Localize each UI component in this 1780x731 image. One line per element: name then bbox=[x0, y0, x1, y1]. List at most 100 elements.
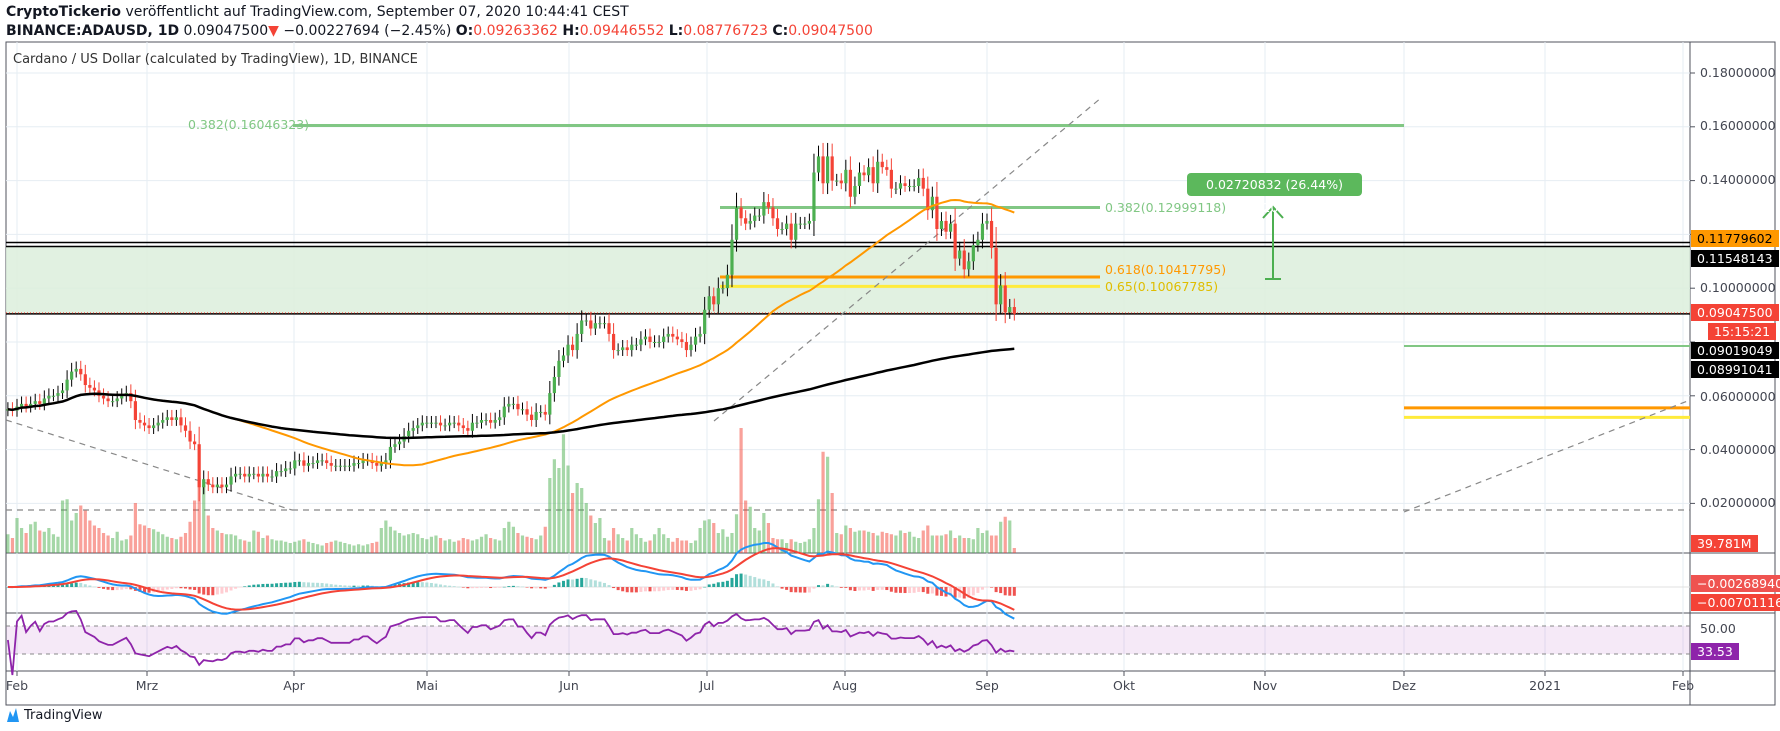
volume-bar bbox=[971, 539, 975, 553]
volume-bar bbox=[220, 533, 224, 553]
candle-body bbox=[165, 417, 169, 421]
volume-bar bbox=[343, 543, 347, 553]
fib-label-65: 0.65(0.10067785) bbox=[1105, 279, 1219, 294]
volume-bar bbox=[976, 528, 980, 553]
time-tick: Apr bbox=[283, 678, 305, 693]
candle-body bbox=[315, 460, 320, 464]
macd-histogram-bar bbox=[138, 587, 142, 592]
low-label: L: bbox=[668, 23, 684, 39]
rsi-band bbox=[6, 626, 1690, 654]
macd-histogram-bar bbox=[520, 586, 524, 588]
volume-bar bbox=[252, 530, 256, 553]
macd-histogram-bar bbox=[571, 579, 575, 587]
macd-histogram-bar bbox=[165, 587, 169, 590]
macd-histogram-bar bbox=[821, 585, 825, 587]
macd-histogram-bar bbox=[689, 587, 693, 591]
candle-body bbox=[634, 344, 638, 346]
volume-bar bbox=[589, 515, 593, 553]
measure-tooltip[interactable]: 0.02720832 (26.44%) 2720832 bbox=[1187, 173, 1362, 215]
candle-body bbox=[170, 417, 174, 421]
candle-body bbox=[976, 239, 980, 246]
macd-histogram-bar bbox=[516, 586, 520, 587]
volume-bar bbox=[484, 534, 488, 553]
volume-bar bbox=[798, 543, 802, 553]
macd-histogram-bar bbox=[61, 584, 65, 587]
volume-bar bbox=[106, 535, 110, 553]
macd-histogram-bar bbox=[420, 582, 424, 587]
candle-body bbox=[220, 484, 224, 488]
candle-body bbox=[256, 473, 260, 477]
open-value: 0.09263362 bbox=[473, 23, 558, 39]
volume-bar bbox=[634, 534, 638, 553]
volume-bar bbox=[871, 533, 875, 553]
volume-bar bbox=[680, 540, 684, 553]
time-tick: Mrz bbox=[135, 678, 159, 693]
candle-body bbox=[79, 368, 83, 375]
volume-bar bbox=[206, 515, 210, 553]
candle-body bbox=[138, 420, 142, 423]
macd-histogram-bar bbox=[293, 582, 297, 587]
macd-histogram-bar bbox=[539, 587, 543, 589]
macd-histogram-bar bbox=[766, 580, 770, 587]
candle-body bbox=[1008, 307, 1012, 313]
arrow-up-icon bbox=[1262, 205, 1284, 219]
candle-body bbox=[753, 215, 757, 221]
macd-histogram-bar bbox=[716, 582, 720, 587]
volume-bar bbox=[138, 524, 142, 553]
macd-histogram-bar bbox=[129, 587, 133, 590]
candle-body bbox=[898, 183, 903, 189]
candle-body bbox=[739, 207, 743, 219]
candle-body bbox=[757, 215, 761, 217]
candle-body bbox=[489, 420, 493, 423]
volume-bar bbox=[794, 541, 798, 553]
macd-histogram-bar bbox=[657, 587, 661, 592]
macd-histogram-bar bbox=[830, 585, 834, 587]
publish-date: veröffentlicht auf TradingView.com, Sept… bbox=[121, 4, 629, 20]
candle-body bbox=[302, 460, 306, 466]
tradingview-logo[interactable]: TradingView bbox=[6, 707, 103, 723]
volume-bar bbox=[370, 543, 374, 553]
macd-histogram-bar bbox=[557, 582, 561, 587]
volume-bar bbox=[926, 525, 930, 553]
time-tick: 2021 bbox=[1529, 678, 1561, 693]
candle-body bbox=[65, 379, 69, 391]
candle-body bbox=[83, 374, 87, 386]
volume-bar bbox=[662, 534, 666, 553]
macd-histogram-bar bbox=[143, 587, 147, 593]
volume-bar bbox=[762, 513, 766, 553]
macd-histogram-bar bbox=[621, 587, 625, 592]
candle-body bbox=[274, 471, 279, 477]
candle-body bbox=[680, 339, 684, 342]
candle-body bbox=[329, 463, 333, 466]
brand-name: TradingView bbox=[24, 707, 103, 723]
candle-body bbox=[580, 320, 584, 334]
volume-bar bbox=[826, 456, 830, 553]
candle-body bbox=[830, 156, 834, 181]
time-tick: Dez bbox=[1392, 678, 1416, 693]
volume-bar bbox=[675, 538, 679, 553]
candle-body bbox=[639, 339, 643, 345]
candle-body bbox=[907, 185, 912, 187]
volume-bar bbox=[211, 528, 215, 553]
candle-body bbox=[420, 422, 424, 426]
candle-body bbox=[320, 460, 324, 462]
candle-body bbox=[771, 207, 775, 219]
volume-bar bbox=[384, 520, 388, 553]
volume-bar bbox=[338, 541, 342, 553]
candle-body bbox=[224, 484, 229, 488]
macd-histogram-bar bbox=[106, 587, 110, 590]
macd-histogram-bar bbox=[839, 587, 843, 588]
volume-bar bbox=[193, 500, 197, 553]
candle-body bbox=[598, 323, 602, 325]
macd-histogram-bar bbox=[980, 587, 984, 590]
macd-histogram-bar bbox=[243, 586, 247, 587]
candle-body bbox=[438, 422, 443, 426]
volume-bar bbox=[630, 528, 634, 553]
volume-bar bbox=[684, 540, 689, 553]
candle-body bbox=[807, 220, 811, 224]
candle-body bbox=[142, 422, 147, 426]
author[interactable]: CryptoTickerio bbox=[6, 4, 122, 20]
macd-histogram-bar bbox=[215, 587, 219, 595]
volume-bar bbox=[320, 545, 324, 553]
